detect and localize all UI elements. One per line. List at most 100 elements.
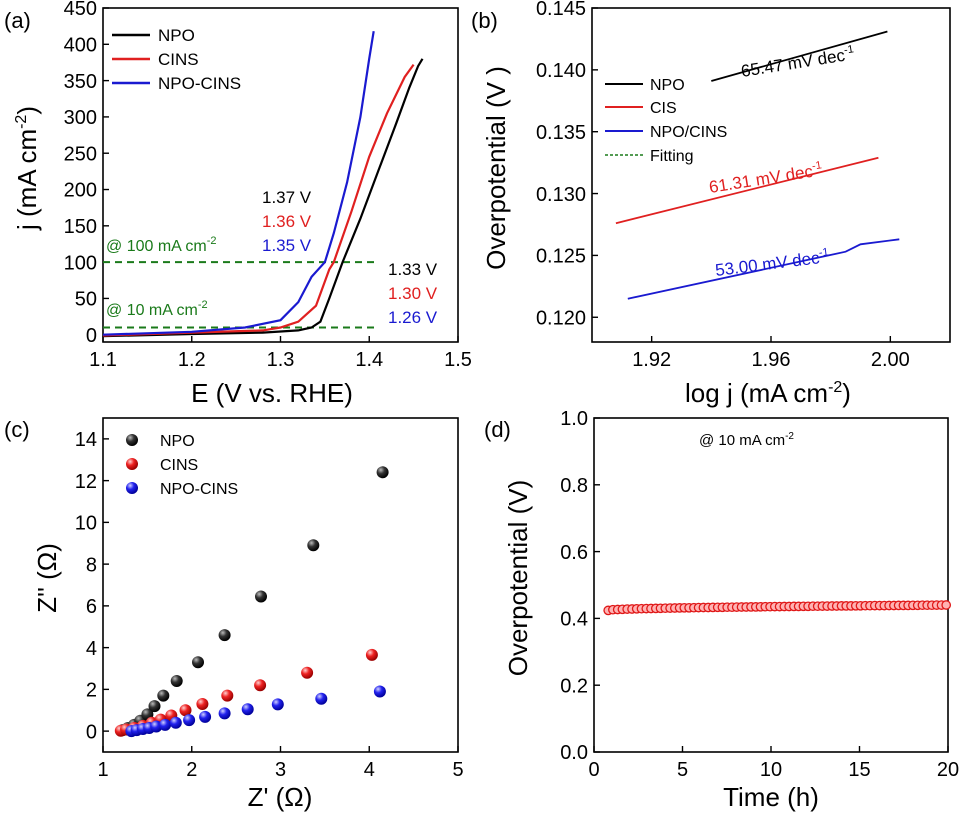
y-tick-label: 300 xyxy=(64,107,97,129)
x-tick-label: 5 xyxy=(677,759,688,781)
x-tick-label: 20 xyxy=(937,759,959,781)
panel-b-ylabel: Overpotential (V ) xyxy=(481,66,511,270)
y-tick-label: 12 xyxy=(75,471,97,493)
y-tick-label: 0.0 xyxy=(560,742,588,764)
data-point-d xyxy=(941,600,952,610)
y-tick-label: 10 xyxy=(75,513,97,535)
data-point-c-1 xyxy=(221,689,234,702)
panel-d-annotation-sup: -2 xyxy=(785,431,794,442)
data-point-c-1 xyxy=(254,679,267,692)
y-tick-label: 6 xyxy=(86,596,97,618)
y-tick-label: 0.135 xyxy=(536,122,586,144)
panel-b-plot xyxy=(615,30,900,300)
y-tick-label: 100 xyxy=(64,252,97,274)
data-point-c-0 xyxy=(170,675,183,687)
y-tick-label: 450 xyxy=(64,0,97,20)
slope-label-npo-cins-base: 53.00 mV dec xyxy=(714,248,821,280)
panel-d-axes: 0 5 10 15 20 0.0 0.2 0.4 0.6 0.8 1.0 xyxy=(560,408,959,781)
panel-a-legend: NPO CINS NPO-CINS xyxy=(112,26,241,93)
y-tick-label: 0.145 xyxy=(536,0,586,20)
panel-b-xlabel: log j (mA cm-2) xyxy=(685,378,851,408)
legend-label-fitting: Fitting xyxy=(650,148,694,165)
panel-a-ylabel-end: ) xyxy=(12,106,42,115)
data-point-c-0 xyxy=(255,590,267,603)
y-tick-label: 0 xyxy=(86,325,97,347)
y-tick-label: 2 xyxy=(86,680,97,702)
panel-c-ylabel: Z'' (Ω) xyxy=(32,543,62,613)
x-tick-label: 2.00 xyxy=(871,349,910,371)
panel-b-legend: NPO CIS NPO/CINS Fitting xyxy=(605,77,727,165)
series-line-b-2 xyxy=(627,238,900,300)
slope-label-cis-sup: -1 xyxy=(811,159,823,172)
slope-label-npo-cins: 53.00 mV dec-1 xyxy=(714,246,830,280)
legend-label-npo-b: NPO xyxy=(650,77,685,94)
y-tick-label: 0.8 xyxy=(560,475,588,497)
y-tick-label: 1.0 xyxy=(560,408,588,430)
panel-a-label: (a) xyxy=(4,8,31,33)
x-tick-label: 1.4 xyxy=(355,349,383,371)
y-tick-label: 0.6 xyxy=(560,542,588,564)
data-point-c-2 xyxy=(199,710,212,723)
x-tick-label: 10 xyxy=(760,759,782,781)
panel-c-xlabel: Z' (Ω) xyxy=(248,782,313,812)
series-line-b-1 xyxy=(615,156,879,225)
panel-b-xlabel-base: log j (mA cm xyxy=(685,378,828,408)
y-tick-label: 0.4 xyxy=(560,609,588,631)
legend-label-cins-c: CINS xyxy=(160,457,198,474)
annot-10-npo: 1.33 V xyxy=(388,260,438,279)
ref-label-10: @ 10 mA cm-2 xyxy=(106,299,208,319)
annot-10-cins: 1.30 V xyxy=(388,284,438,303)
y-tick-label: 4 xyxy=(86,638,97,660)
data-point-c-0 xyxy=(218,629,231,642)
slope-label-npo-base: 65.47 mV dec xyxy=(740,46,847,81)
legend-label-npo-cins-c: NPO-CINS xyxy=(160,481,238,498)
series-line-a-1 xyxy=(102,63,415,337)
panel-a-axes: 1.1 1.2 1.3 1.4 1.5 0 50 100 150 200 250 300 350 400 4… xyxy=(64,0,472,371)
legend-marker-cins-c xyxy=(126,458,138,470)
data-point-c-0 xyxy=(376,466,389,479)
series-line-a-0 xyxy=(102,58,424,338)
x-tick-label: 1 xyxy=(97,759,108,781)
y-tick-label: 0.2 xyxy=(560,675,588,697)
data-point-c-1 xyxy=(179,704,192,717)
panel-d-annotation: @ 10 mA cm-2 xyxy=(699,431,794,449)
y-tick-label: 0.140 xyxy=(536,60,586,82)
data-point-c-2 xyxy=(315,692,328,705)
data-point-c-2 xyxy=(271,698,284,711)
data-point-c-2 xyxy=(159,718,172,731)
panel-d-xlabel: Time (h) xyxy=(723,782,819,812)
data-point-c-1 xyxy=(196,698,209,710)
slope-label-cis: 61.31 mV dec-1 xyxy=(707,159,823,197)
ref-label-100-base: @ 100 mA cm xyxy=(106,238,207,255)
legend-label-npo: NPO xyxy=(158,26,195,45)
y-tick-label: 0.130 xyxy=(536,184,586,206)
plot-frame xyxy=(593,417,949,753)
y-tick-label: 0 xyxy=(86,721,97,743)
annot-100-npo-cins: 1.35 V xyxy=(262,236,312,255)
data-point-c-2 xyxy=(183,714,196,727)
panel-a-ylabel: j (mA cm-2) xyxy=(12,106,42,231)
x-tick-label: 1.5 xyxy=(444,349,472,371)
ref-label-10-base: @ 10 mA cm xyxy=(106,302,198,319)
panel-b-xlabel-end: ) xyxy=(842,378,851,408)
panel-d-label: (d) xyxy=(484,417,511,442)
annot-100-cins: 1.36 V xyxy=(262,212,312,231)
y-tick-label: 0.120 xyxy=(536,307,586,329)
x-tick-label: 1.96 xyxy=(752,349,791,371)
y-tick-label: 200 xyxy=(64,180,97,202)
legend-label-npo-cins: NPO-CINS xyxy=(158,74,241,93)
y-tick-label: 400 xyxy=(64,35,97,57)
legend-label-cins: CINS xyxy=(158,50,199,69)
data-point-c-0 xyxy=(148,700,161,713)
panel-a-xlabel: E (V vs. RHE) xyxy=(191,378,353,408)
y-tick-label: 150 xyxy=(64,216,97,238)
x-tick-label: 1.92 xyxy=(632,349,671,371)
x-tick-label: 1.2 xyxy=(178,349,206,371)
data-point-c-2 xyxy=(241,703,254,716)
y-tick-label: 50 xyxy=(75,289,97,311)
x-tick-label: 3 xyxy=(275,759,286,781)
panel-c-legend: NPO CINS NPO-CINS xyxy=(126,433,238,498)
